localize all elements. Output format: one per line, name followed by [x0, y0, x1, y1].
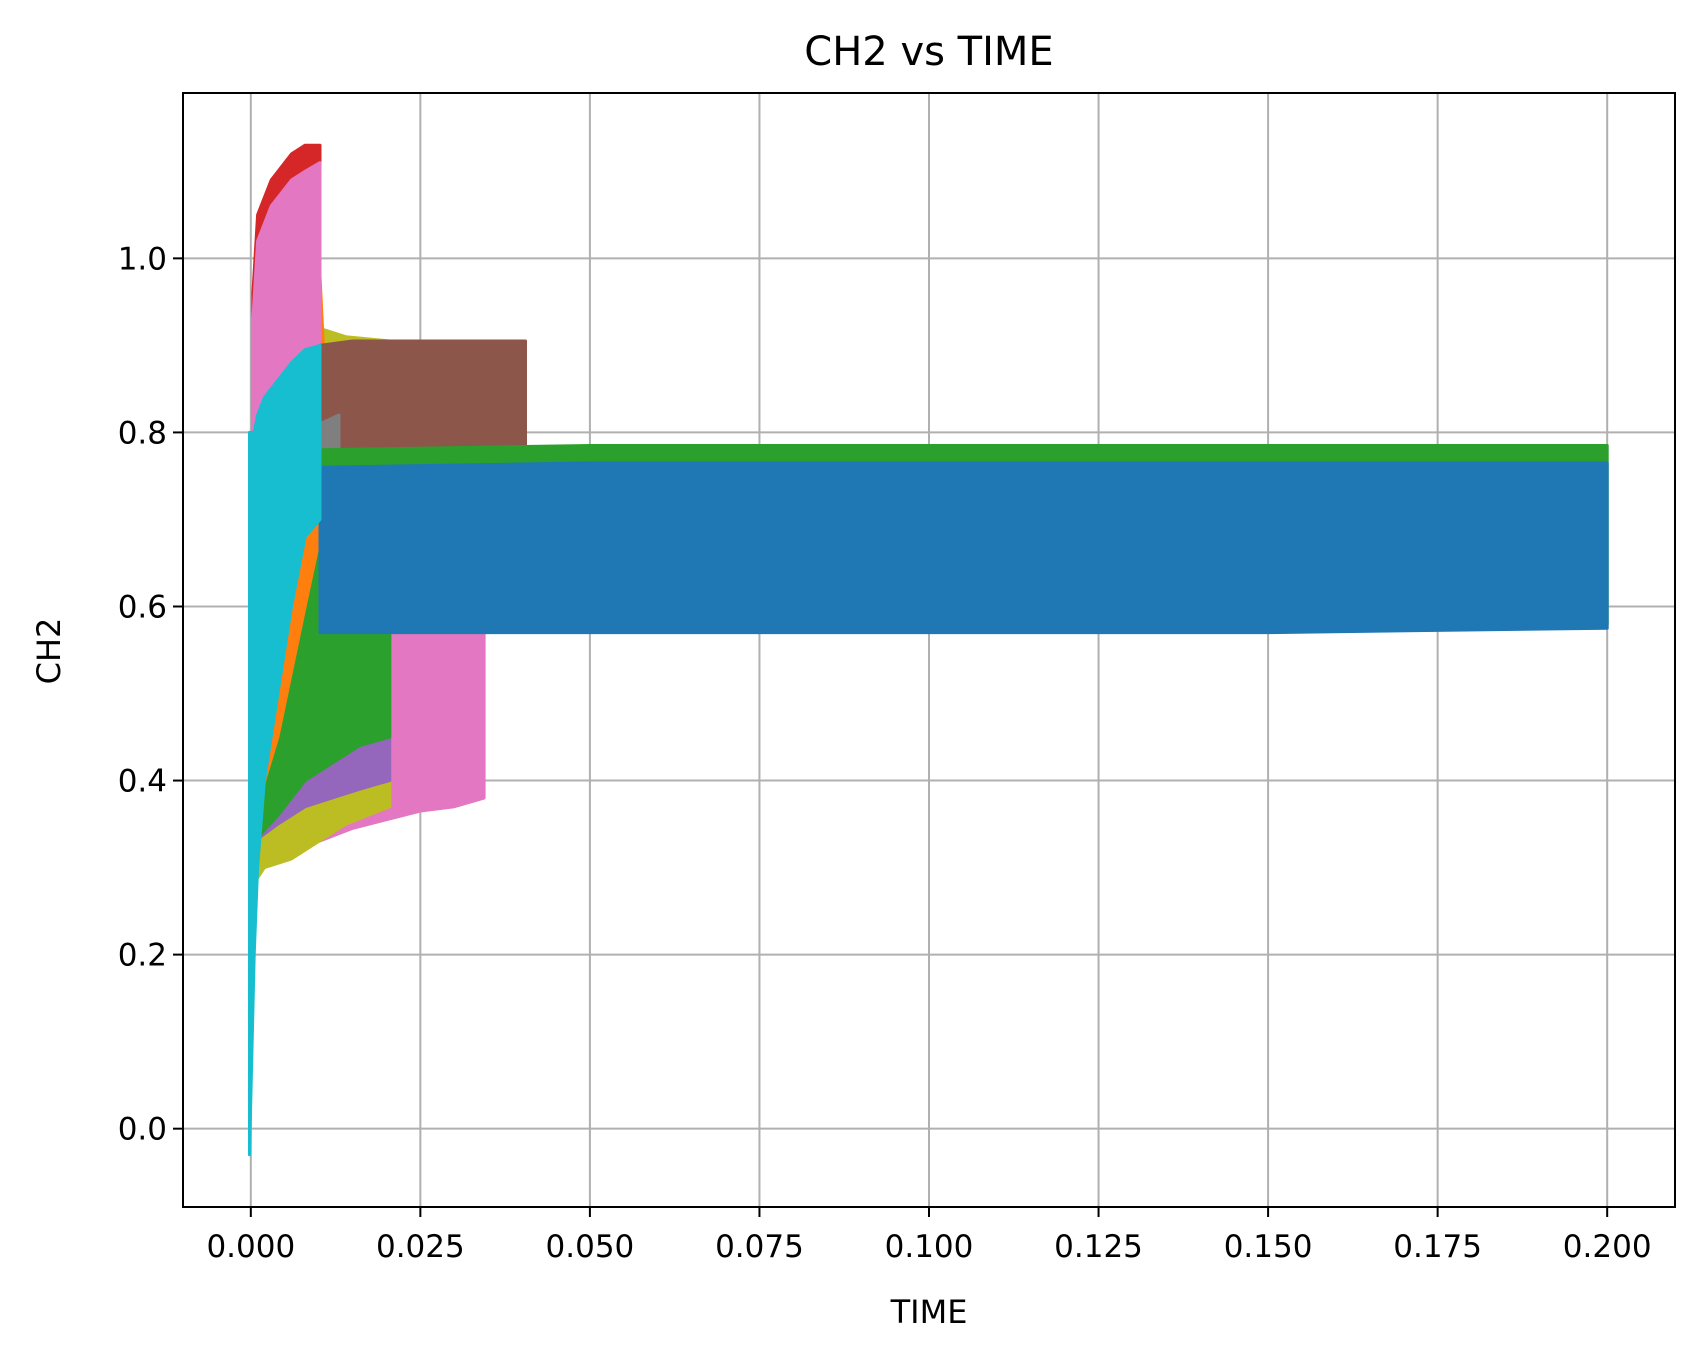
series-group [248, 143, 1609, 1157]
x-tick-label: 0.200 [1563, 1229, 1652, 1265]
y-tick-label: 0.8 [118, 415, 167, 451]
x-tick-label: 0.150 [1224, 1229, 1313, 1265]
y-tick-label: 0.0 [118, 1112, 167, 1148]
series-band-12 [248, 343, 322, 1157]
x-tick-label: 0.100 [885, 1229, 974, 1265]
x-axis-label: TIME [890, 1293, 968, 1331]
y-tick-label: 0.4 [118, 764, 167, 800]
y-tick-label: 1.0 [118, 241, 167, 277]
y-tick-label: 0.2 [118, 938, 167, 974]
chart-title: CH2 vs TIME [804, 29, 1053, 75]
grid [183, 93, 1675, 1207]
x-tick-label: 0.125 [1054, 1229, 1143, 1265]
x-tick-label: 0.025 [376, 1229, 465, 1265]
y-axis-label: CH2 [30, 618, 68, 685]
ticks: 0.000 0.025 0.050 0.075 0.100 0.125 0.150 0.175… [118, 241, 1652, 1265]
y-tick-label: 0.6 [118, 589, 167, 625]
x-tick-label: 0.075 [715, 1229, 804, 1265]
x-tick-label: 0.175 [1393, 1229, 1482, 1265]
x-tick-label: 0.000 [206, 1229, 295, 1265]
series-band-11 [318, 461, 1609, 635]
x-tick-label: 0.050 [546, 1229, 635, 1265]
